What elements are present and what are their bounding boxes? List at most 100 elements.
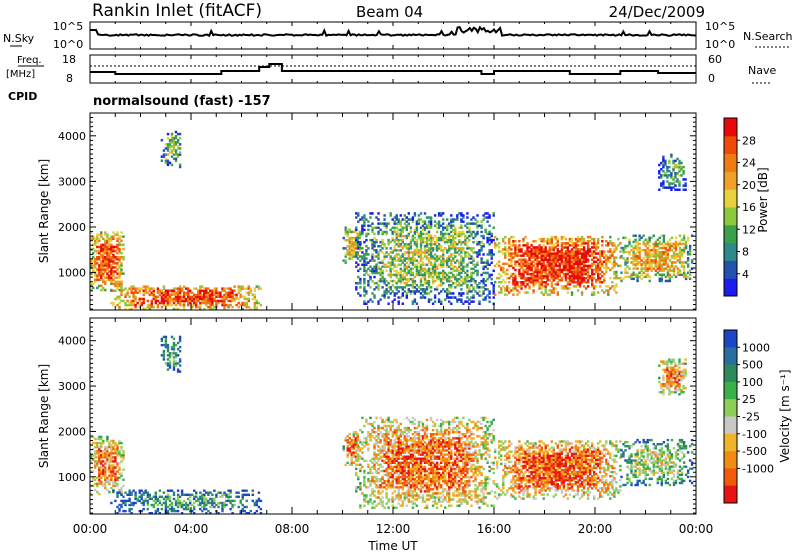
power-cell [122,256,125,259]
power-cell [377,271,380,275]
power-cell [472,277,475,281]
power-cell [593,287,596,290]
power-cell [245,291,248,294]
power-cell [632,253,635,256]
power-cell [160,293,164,297]
power-cell [508,248,511,251]
power-cell [624,269,627,272]
velocity-cell [112,470,115,473]
power-cell [389,275,392,279]
power-cell [354,230,357,234]
power-cell [419,282,423,285]
power-cell [199,289,202,292]
power-cell [369,216,372,219]
power-cell [429,236,433,240]
power-cell [556,270,559,274]
power-cell [580,279,584,282]
power-cell [576,264,580,268]
power-cell [458,226,461,229]
power-cell [411,234,415,238]
power-cell [389,273,392,277]
power-cell [435,288,439,291]
power-cell [429,253,433,256]
power-cell [104,270,107,273]
velocity-cell [108,441,111,445]
power-cell [102,237,105,240]
power-cell [427,222,431,225]
power-cell [458,273,461,277]
power-cell [613,264,616,268]
power-cell [348,247,351,250]
power-cell [383,257,386,260]
power-cell [168,143,172,146]
power-cell [542,260,545,263]
power-cell [466,255,469,258]
velocity-cell [114,460,117,463]
power-cell [468,238,471,242]
velocity-cell [176,503,180,507]
power-ytick-label: 3000 [58,175,86,188]
power-cell [546,283,549,286]
power-cell [566,252,570,255]
power-cell [120,293,123,297]
power-cell [502,252,505,255]
power-cell [652,242,655,246]
power-cell [403,271,406,275]
power-cell [560,256,564,259]
velocity-cell [164,345,168,349]
power-cell [562,274,566,278]
power-cell [381,269,384,273]
power-cell [255,305,258,309]
power-cell [150,299,153,303]
power-cell [510,260,513,263]
power-cell [90,282,93,286]
power-cell [504,262,507,266]
power-cell [536,258,539,261]
velocity-cell [377,428,380,432]
velocity-cell [104,452,107,455]
power-cell [397,218,400,221]
power-cell [359,267,362,271]
power-cell [534,250,537,253]
velocity-cell [172,507,176,511]
power-cell [421,263,425,266]
power-cell [419,245,423,248]
power-cell [442,275,445,279]
power-cell [166,297,170,301]
velocity-cell [369,439,372,442]
power-cell [460,265,463,268]
power-cell [544,266,547,270]
power-cell [413,300,417,303]
velocity-cell [152,503,155,507]
velocity-cell [144,497,147,501]
power-cell [92,251,95,255]
power-cell [444,232,447,236]
power-cell [546,254,549,257]
power-cell [542,281,545,284]
power-cell [597,266,600,270]
power-cell [536,274,539,278]
velocity-cell [144,491,147,494]
power-cell [462,214,465,217]
power-cell [104,276,107,279]
power-cell [96,256,99,259]
power-cell [464,243,467,246]
power-cell [170,151,174,154]
noise-left-label: N.Sky [3,32,35,45]
power-cell [96,274,99,277]
power-cell [102,278,105,281]
velocity-cell [100,443,103,447]
power-cell [110,243,113,247]
velocity-cell [174,503,178,507]
velocity-cell [146,493,149,496]
power-cell [421,294,425,297]
power-cell [674,172,677,175]
power-cell [609,254,612,257]
power-cell [120,239,123,242]
power-cell [90,264,93,267]
power-cell [98,239,101,242]
velocity-cell [174,354,178,357]
velocity-cell [112,474,115,477]
power-cell [630,244,633,248]
power-cell [450,286,453,289]
